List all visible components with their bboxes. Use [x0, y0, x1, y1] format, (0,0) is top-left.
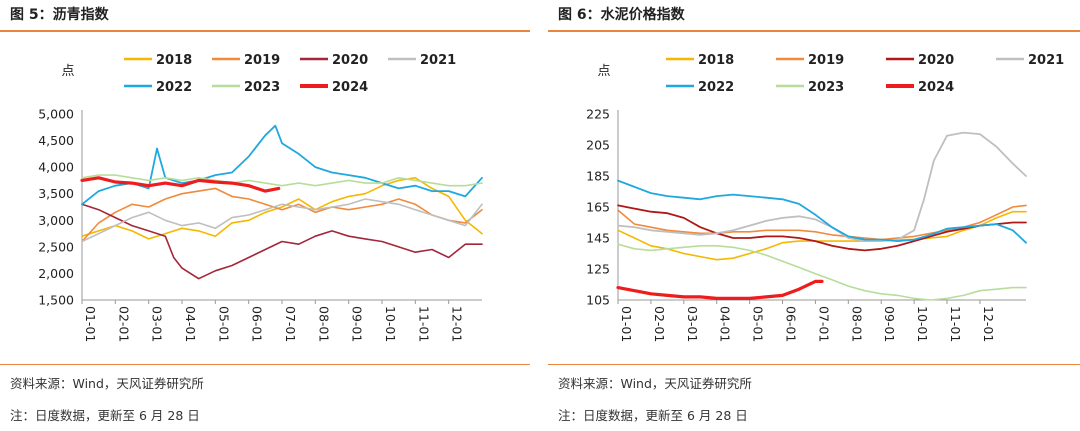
cement-chart-panel: 图 6：水泥价格指数 点 105 125 145 165 185 205 225 01-01 02… [548, 0, 1080, 431]
y-tick-label: 185 [586, 169, 610, 184]
x-tick-label: 05-01 [216, 306, 231, 342]
legend-label: 2022 [156, 80, 192, 95]
legend-label: 2024 [332, 80, 368, 95]
x-tick-label: 09-01 [882, 306, 897, 342]
legend-label: 2022 [698, 80, 734, 95]
legend-label: 2019 [808, 53, 844, 68]
title-rule [548, 30, 1080, 32]
footer-rule [548, 364, 1080, 365]
x-tick-label: 12-01 [450, 306, 465, 342]
legend-label: 2021 [1028, 53, 1064, 68]
x-tick-label: 11-01 [948, 306, 963, 342]
y-tick-label: 5,000 [38, 107, 74, 122]
series-line-2024 [616, 279, 824, 300]
figure-title: 图 5：沥青指数 [10, 7, 109, 23]
title-rule [0, 30, 530, 32]
legend-label: 2020 [332, 53, 368, 68]
y-tick-label: 105 [586, 293, 610, 308]
x-tick-label: 10-01 [915, 306, 930, 342]
legend-label: 2020 [918, 53, 954, 68]
legend-label: 2021 [420, 53, 456, 68]
series-line-2018 [617, 210, 1027, 261]
x-tick-label: 07-01 [816, 306, 831, 342]
x-tick-label: 04-01 [183, 306, 198, 342]
note-text: 注：日度数据，更新至 6 月 28 日 [10, 408, 200, 423]
x-tick-label: 10-01 [383, 306, 398, 342]
y-tick-label: 4,500 [38, 133, 74, 148]
x-tick-label: 11-01 [416, 306, 431, 342]
x-tick-label: 03-01 [685, 306, 700, 342]
footer-rule [0, 364, 530, 365]
x-tick-label: 02-01 [116, 306, 131, 342]
series-line-2019 [81, 187, 483, 243]
y-tick-label: 3,000 [38, 213, 74, 228]
x-tick-label: 05-01 [751, 306, 766, 342]
series-line-2018 [81, 177, 483, 240]
y-axis-label: 点 [61, 64, 74, 79]
y-tick-label: 4,000 [38, 160, 74, 175]
legend-label: 2018 [156, 53, 192, 68]
y-tick-label: 145 [586, 231, 610, 246]
legend-label: 2023 [808, 80, 844, 95]
x-tick-label: 08-01 [849, 306, 864, 342]
series-line-2024 [80, 176, 281, 193]
y-tick-label: 1,500 [38, 293, 74, 308]
x-tick-label: 08-01 [316, 306, 331, 342]
legend-label: 2019 [244, 53, 280, 68]
cement-price-index-chart: 点 105 125 145 165 185 205 225 01-01 02-01 03-01 04-… [586, 53, 1064, 342]
note-text: 注：日度数据，更新至 6 月 28 日 [558, 408, 748, 423]
source-text: 资料来源：Wind，天风证券研究所 [558, 376, 752, 391]
figure-title: 图 6：水泥价格指数 [558, 7, 685, 23]
asphalt-index-chart: 点 1,500 2,000 2,500 3,000 3,500 4,000 4,500 5,00… [38, 53, 483, 342]
legend-label: 2018 [698, 53, 734, 68]
series-line-2020 [617, 204, 1027, 252]
series-line-2023 [81, 174, 483, 187]
x-tick-label: 04-01 [718, 306, 733, 342]
legend-label: 2024 [918, 80, 954, 95]
y-tick-label: 205 [586, 138, 610, 153]
series-line-2023 [617, 243, 1027, 301]
y-tick-label: 125 [586, 262, 610, 277]
y-tick-label: 225 [586, 107, 610, 122]
x-tick-label: 01-01 [83, 306, 98, 342]
x-tick-label: 07-01 [283, 306, 298, 342]
y-tick-label: 2,500 [38, 239, 74, 254]
y-tick-label: 3,500 [38, 186, 74, 201]
source-text: 资料来源：Wind，天风证券研究所 [10, 376, 204, 391]
x-tick-label: 01-01 [619, 306, 634, 342]
x-tick-label: 06-01 [784, 306, 799, 342]
asphalt-chart-panel: 图 5：沥青指数 点 1,500 2,000 2,500 3,000 3,500 4,000… [0, 0, 530, 431]
x-tick-label: 09-01 [350, 306, 365, 342]
x-tick-label: 12-01 [981, 306, 996, 342]
legend-label: 2023 [244, 80, 280, 95]
series-line-2021 [617, 131, 1027, 243]
series-line-2022 [617, 179, 1027, 244]
series-line-2021 [81, 198, 483, 243]
series-line-2022 [81, 124, 483, 206]
x-tick-label: 06-01 [250, 306, 265, 342]
y-tick-label: 2,000 [38, 266, 74, 281]
x-tick-label: 03-01 [150, 306, 165, 342]
series-line-2020 [81, 203, 483, 280]
y-axis-label: 点 [597, 64, 610, 79]
y-tick-label: 165 [586, 200, 610, 215]
x-tick-label: 02-01 [652, 306, 667, 342]
